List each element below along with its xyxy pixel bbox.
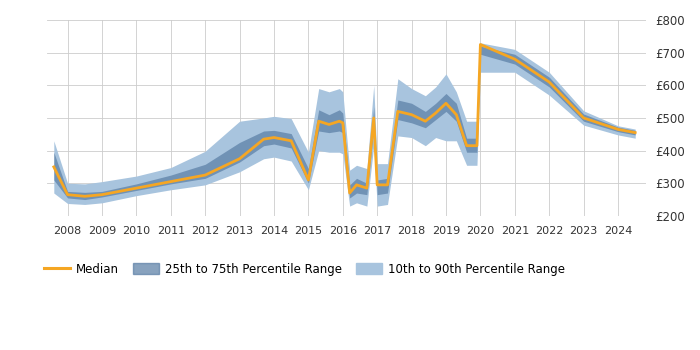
Legend: Median, 25th to 75th Percentile Range, 10th to 90th Percentile Range: Median, 25th to 75th Percentile Range, 1… (39, 258, 570, 280)
